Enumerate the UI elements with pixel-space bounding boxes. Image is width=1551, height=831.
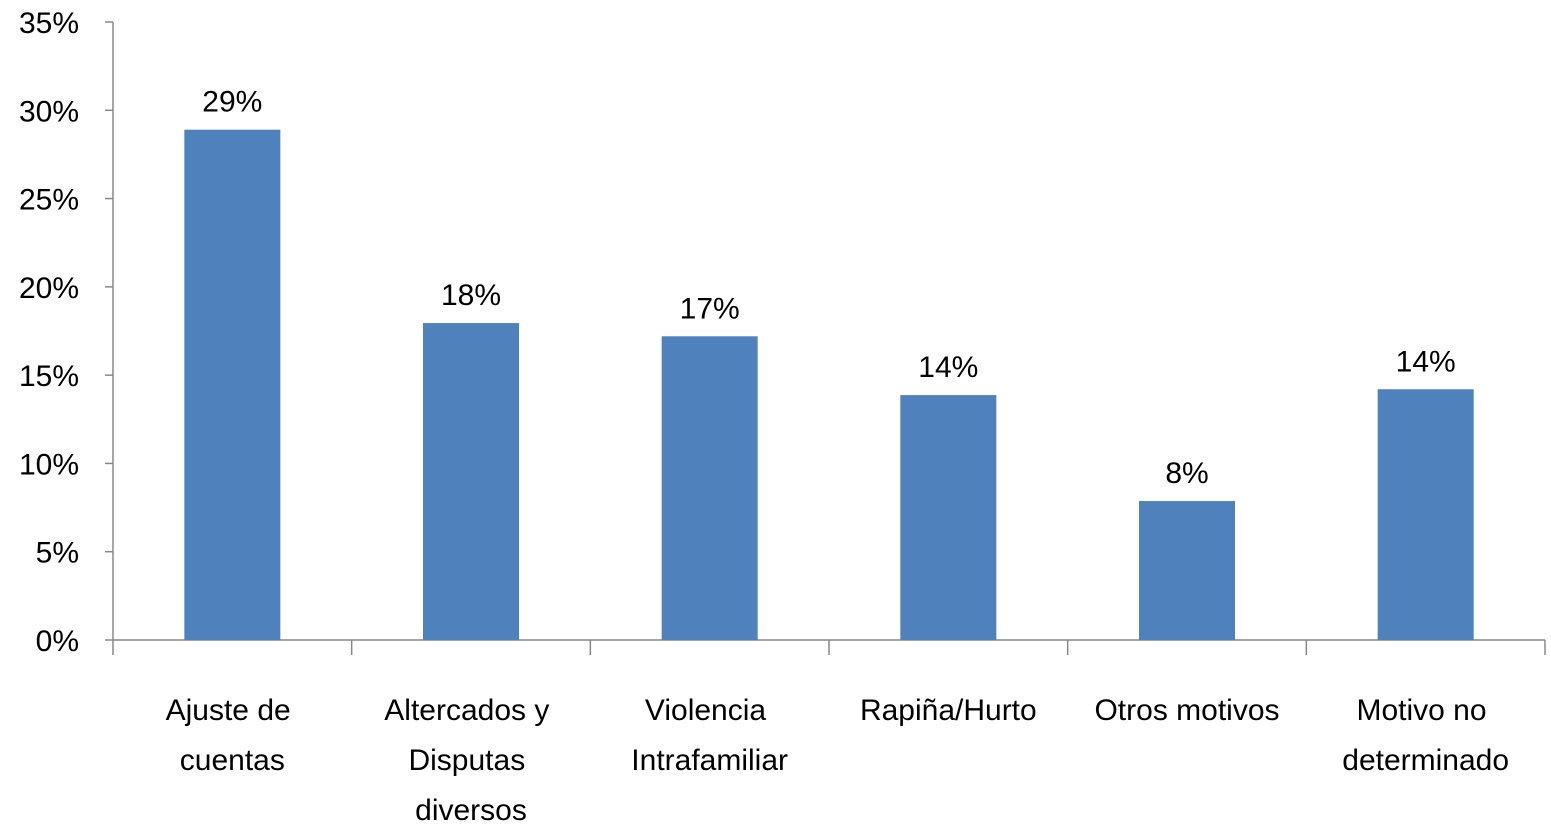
label-line: Violencia — [645, 694, 775, 727]
label-line: diversos — [415, 794, 527, 827]
y-tick-label: 0% — [36, 625, 79, 658]
label-line: Rapiña/Hurto — [860, 694, 1037, 727]
bar — [900, 395, 997, 640]
value-label: 18% — [441, 279, 501, 312]
label-line: Otros motivos — [1094, 694, 1279, 727]
label-line: Motivo no — [1356, 694, 1494, 727]
value-label: 17% — [680, 292, 740, 325]
bar — [1139, 501, 1235, 640]
label-line: cuentas — [180, 744, 285, 777]
x-tick-label: Violencia Intrafamiliar — [631, 694, 788, 777]
y-tick-label: 20% — [19, 272, 79, 305]
label-line: Disputas — [408, 744, 533, 777]
bar — [661, 336, 758, 640]
bar — [423, 323, 519, 640]
y-tick-label: 15% — [19, 360, 79, 393]
y-tick-label: 10% — [19, 448, 79, 481]
x-tick-label: Rapiña/Hurto — [860, 694, 1037, 727]
label-line: Altercados y — [384, 694, 557, 727]
value-label: 14% — [1396, 345, 1456, 378]
y-tick-label: 5% — [36, 537, 79, 570]
label-line: Ajuste de — [166, 694, 299, 727]
y-tick-label: 25% — [19, 184, 79, 217]
value-label: 14% — [918, 351, 978, 384]
bar — [184, 129, 281, 641]
x-tick-label: Altercados y Disputas diversos — [384, 694, 557, 827]
x-tick-label: Otros motivos — [1094, 694, 1279, 727]
value-label: 29% — [202, 86, 262, 119]
x-tick-label: Ajuste de cuentas — [166, 694, 299, 777]
label-line: determinado — [1342, 744, 1509, 777]
x-tick-label: Motivo no determinado — [1342, 694, 1509, 777]
y-tick-label: 30% — [19, 95, 79, 128]
label-line: Intrafamiliar — [631, 744, 788, 777]
y-tick-label: 35% — [19, 7, 79, 40]
value-label: 8% — [1165, 457, 1208, 490]
bar — [1377, 389, 1474, 640]
